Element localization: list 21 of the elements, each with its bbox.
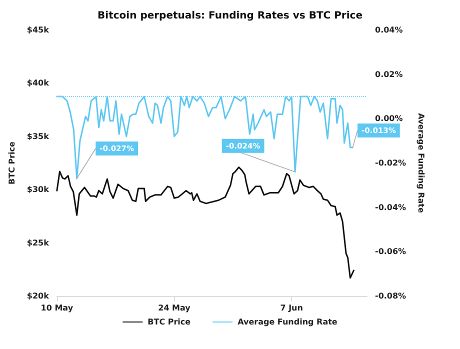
y2-tick-label: -0.08% — [375, 292, 406, 300]
y2-tick-label: 0.02% — [375, 70, 403, 79]
x-tick-label: 10 May — [40, 304, 74, 312]
x-tick-label: 7 Jun — [280, 304, 304, 312]
y2-tick-label: -0.06% — [375, 247, 406, 256]
y2-tick-label: 0.00% — [375, 114, 403, 124]
chart-title: Bitcoin perpetuals: Funding Rates vs BTC Price — [98, 10, 363, 22]
y-axis-title: BTC Price — [8, 140, 16, 184]
y2-tick-label: -0.02% — [375, 158, 406, 168]
y-tick-label: $25k — [26, 238, 50, 248]
legend-label: Average Funding Rate — [238, 318, 338, 326]
y2-tick-label: 0.04% — [375, 26, 403, 34]
y-tick-label: $40k — [26, 78, 50, 88]
y-tick-label: $20k — [26, 292, 50, 300]
y2-axis-title: Average Funding Rate — [416, 113, 426, 214]
legend-label: BTC Price — [148, 318, 192, 326]
y-tick-label: $30k — [26, 185, 50, 194]
y2-tick-label: -0.04% — [375, 202, 406, 212]
y-tick-label: $35k — [26, 132, 50, 141]
x-tick-label: 24 May — [158, 304, 192, 312]
y-tick-label: $45k — [26, 26, 50, 34]
